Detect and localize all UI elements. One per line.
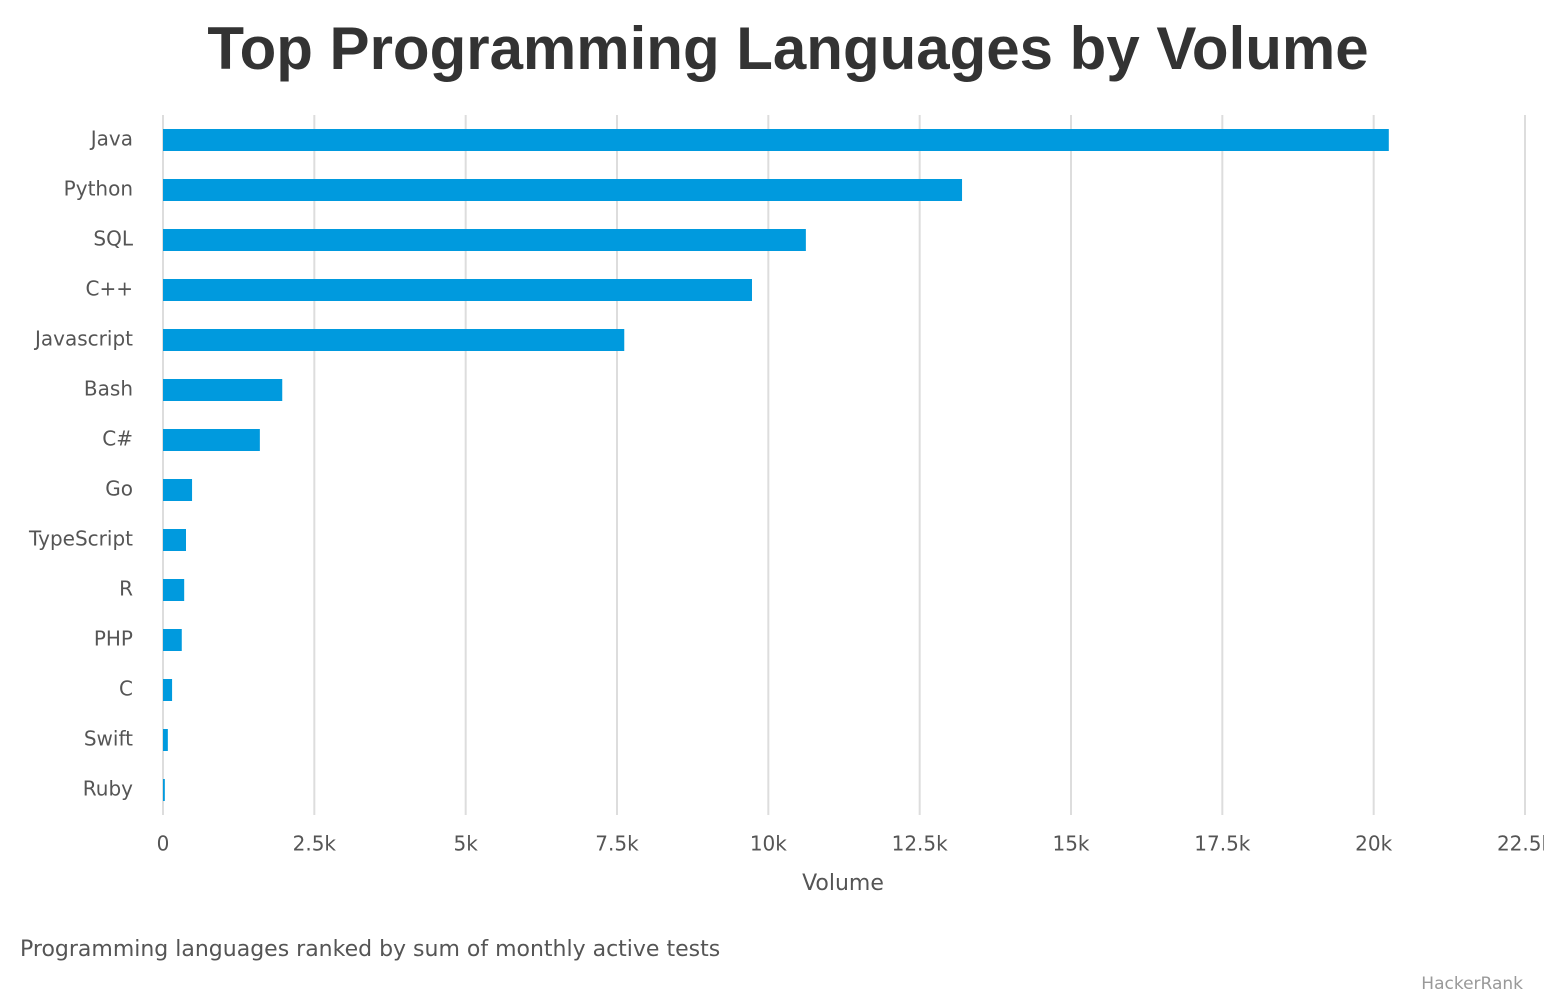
y-tick-label: Python [64,177,133,201]
bar [163,529,187,551]
x-tick-label: 7.5k [595,832,639,856]
x-tick-label: 10k [750,832,787,856]
bar [163,179,963,201]
y-tick-label: C++ [86,277,133,301]
x-tick-label: 12.5k [892,832,949,856]
bar [163,779,165,801]
y-tick-label: Bash [84,377,133,401]
bar [163,279,752,301]
y-tick-label: C# [102,427,133,451]
y-tick-label: Go [105,477,133,501]
bar [163,329,625,351]
y-tick-label: R [119,577,133,601]
chart-title: Top Programming Languages by Volume [207,15,1368,82]
bar [163,229,806,251]
bar [163,629,182,651]
bar [163,429,260,451]
x-tick-label: 17.5k [1194,832,1251,856]
y-tick-label: SQL [93,227,133,251]
y-tick-label: PHP [94,627,133,651]
x-tick-label: 0 [157,832,170,856]
y-tick-label: Javascript [33,327,133,351]
y-tick-label: C [119,677,133,701]
bar [163,679,173,701]
credit: HackerRank [1421,974,1523,994]
x-tick-label: 2.5k [293,832,337,856]
x-tick-label: 20k [1355,832,1392,856]
bar [163,479,193,501]
bar [163,379,283,401]
bar [163,729,168,751]
bar [163,129,1389,151]
y-tick-label: Ruby [83,777,133,801]
x-tick-label: 15k [1052,832,1089,856]
y-tick-label: Swift [84,727,133,751]
caption: Programming languages ranked by sum of m… [20,937,720,962]
x-tick-label: 5k [454,832,479,856]
x-tick-label: 22.5k [1497,832,1544,856]
x-axis-title: Volume [802,871,884,896]
bar [163,579,185,601]
y-tick-label: Java [89,127,133,151]
y-tick-label: TypeScript [28,527,133,551]
